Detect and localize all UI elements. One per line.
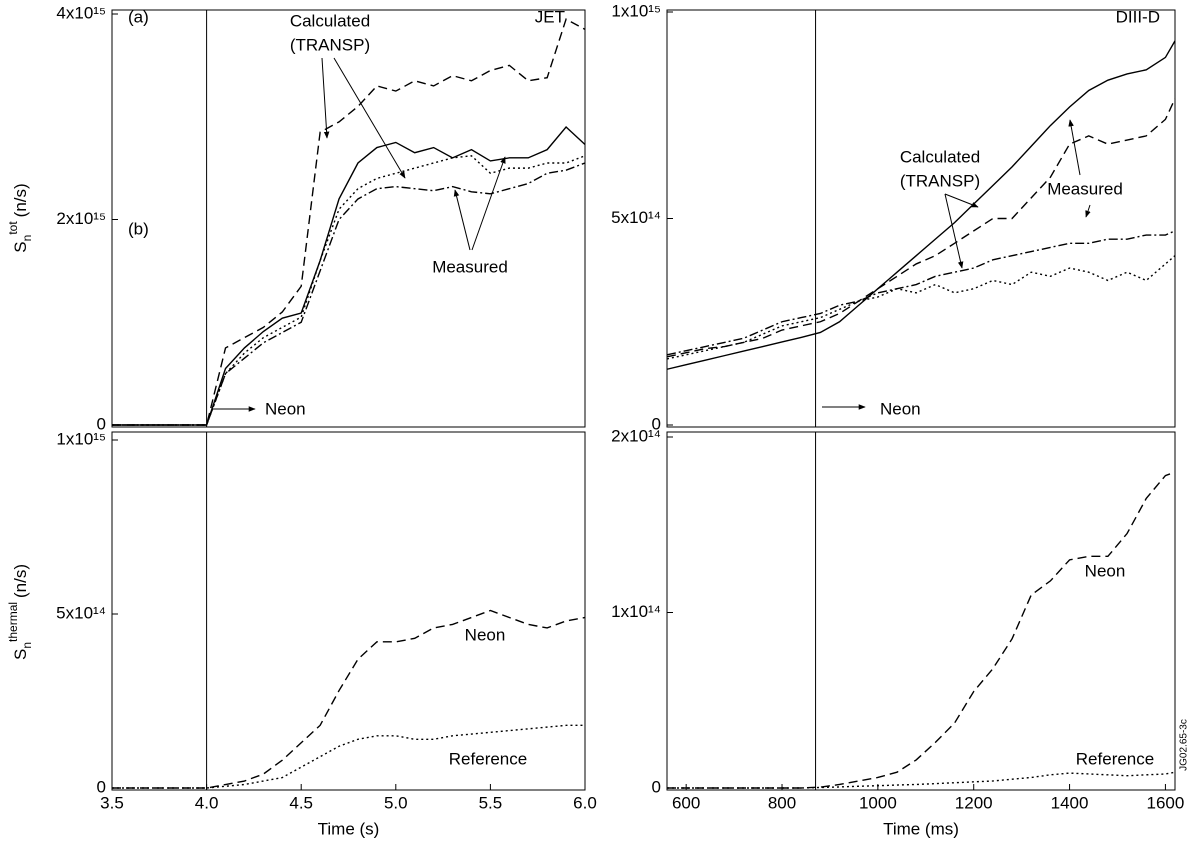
arrow — [1068, 119, 1081, 176]
y-label-unit: (n/s) — [11, 183, 30, 217]
x-tick-label: 5.5 — [479, 793, 503, 812]
annotation: Neon — [465, 625, 506, 644]
annotation: Reference — [1076, 749, 1154, 768]
arrow — [1085, 204, 1091, 218]
plot-frame — [111, 431, 586, 791]
data-line — [112, 724, 585, 789]
arrow — [321, 57, 330, 139]
plot-frame — [666, 431, 1176, 791]
x-tick-label: 5.0 — [384, 793, 408, 812]
y-label-sub: n — [20, 642, 34, 649]
x-tick-label: 1200 — [955, 793, 993, 812]
x-tick-label: 1000 — [859, 793, 897, 812]
y-label-sup: tot — [6, 221, 20, 235]
x-tick-label: 600 — [672, 793, 700, 812]
y-tick-label: 2x10¹⁴ — [611, 426, 661, 445]
data-line — [667, 771, 1176, 789]
plot-frame — [666, 9, 1176, 428]
x-tick-label: 800 — [768, 793, 796, 812]
y-tick-label: 0 — [652, 414, 661, 433]
x-tick-label: 1400 — [1051, 793, 1089, 812]
y-label-sup: thermal — [6, 602, 20, 642]
data-line — [112, 18, 586, 426]
plot-frame — [111, 9, 586, 428]
x-tick-label: 4.5 — [289, 793, 313, 812]
data-line — [666, 98, 1176, 358]
y-tick-label: 0 — [97, 777, 106, 796]
x-tick-label: 1600 — [1147, 793, 1185, 812]
arrow — [453, 189, 471, 251]
data-line — [666, 230, 1176, 356]
y-tick-label: 5x10¹⁴ — [56, 603, 106, 622]
y-label-base: S — [11, 649, 30, 660]
x-tick-label: 4.0 — [195, 793, 219, 812]
annotation: (TRANSP) — [290, 35, 370, 54]
arrow — [944, 193, 964, 269]
data-line — [112, 162, 586, 426]
y-tick-label: 1x10¹⁵ — [56, 429, 106, 448]
annotation: (b) — [128, 219, 149, 238]
arrow — [333, 57, 406, 179]
arrow — [944, 193, 979, 208]
annotation: Calculated — [290, 11, 370, 30]
annotation: Neon — [1085, 561, 1126, 580]
x-axis-label: Time (ms) — [883, 819, 959, 838]
annotation: DIII-D — [1116, 7, 1160, 26]
y-tick-label: 5x10¹⁴ — [611, 208, 661, 227]
annotation: Neon — [265, 399, 306, 418]
x-axis-label: Time (s) — [318, 819, 380, 838]
data-line — [666, 255, 1176, 360]
annotation: Neon — [880, 399, 921, 418]
y-label-unit: (n/s) — [11, 564, 30, 598]
annotation: (a) — [128, 7, 149, 26]
data-line — [112, 609, 586, 789]
x-tick-label: 6.0 — [573, 793, 597, 812]
y-tick-label: 2x10¹⁵ — [56, 209, 106, 228]
y-label-base: S — [11, 241, 30, 252]
y-tick-label: 1x10¹⁴ — [611, 602, 661, 621]
y-tick-label: 4x10¹⁵ — [56, 3, 106, 22]
annotation: JET — [535, 7, 565, 26]
annotation: Measured — [432, 257, 508, 276]
data-line — [666, 40, 1176, 370]
y-tick-label: 1x10¹⁵ — [611, 1, 661, 20]
y-axis-label: Sntot (n/s) — [6, 183, 34, 252]
y-tick-label: 0 — [652, 777, 661, 796]
y-label-sub: n — [20, 235, 34, 242]
annotation: Measured — [1047, 179, 1123, 198]
data-line — [112, 126, 586, 426]
annotation: Calculated — [900, 147, 980, 166]
annotation: (TRANSP) — [900, 171, 980, 190]
arrow — [471, 156, 506, 251]
data-line — [112, 155, 586, 426]
data-line — [667, 471, 1176, 789]
y-tick-label: 0 — [97, 414, 106, 433]
figure-id: JG02.65-3c — [1179, 719, 1190, 771]
annotation: Reference — [449, 749, 527, 768]
x-tick-label: 3.5 — [100, 793, 124, 812]
y-axis-label: Snthermal (n/s) — [6, 564, 34, 660]
